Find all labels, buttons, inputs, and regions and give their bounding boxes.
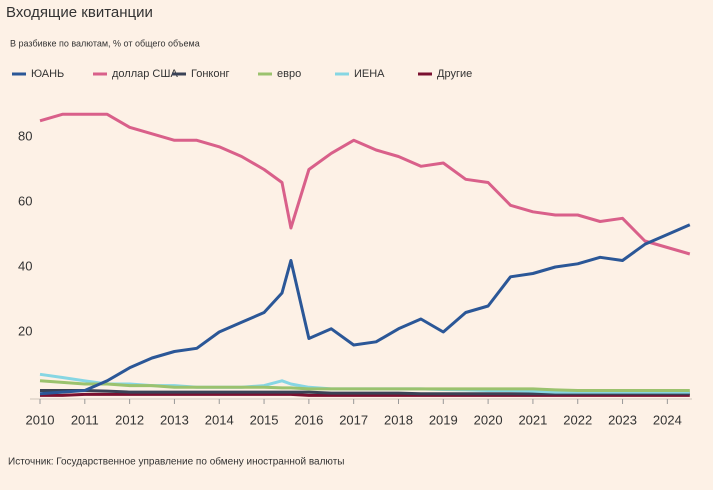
x-tick-label: 2016 [294,412,323,427]
x-tick-label: 2018 [384,412,413,427]
x-tick-label: 2017 [339,412,368,427]
chart-subtitle: В разбивке по валютам, % от общего объем… [10,38,200,48]
x-tick-label: 2015 [250,412,279,427]
x-tick-label: 2020 [474,412,503,427]
x-tick-label: 2021 [518,412,547,427]
legend-label: Другие [437,68,472,80]
series-line [39,112,691,256]
y-tick-label: 20 [18,323,32,338]
x-tick-label: 2010 [26,412,55,427]
source: Источник: Государственное управление по … [8,456,344,468]
legend-label: ЮАНЬ [31,68,64,80]
x-tick-label: 2014 [205,412,234,427]
x-tick-label: 2024 [653,412,682,427]
x-tick-label: 2013 [160,412,189,427]
chart-title: Входящие квитанции [6,4,153,21]
y-tick-label: 80 [18,128,32,143]
x-tick-label: 2019 [429,412,458,427]
series-line [39,379,690,392]
legend-label: евро [277,68,301,80]
y-tick-label: 60 [18,193,32,208]
x-tick-label: 2011 [71,412,99,427]
legend-label: Гонконг [191,68,230,80]
x-tick-label: 2023 [608,412,637,427]
legend-label: доллар США [112,68,178,80]
legend-label: ИЕНА [354,68,385,80]
series-line [39,223,691,396]
x-tick-label: 2012 [115,412,144,427]
y-tick-label: 40 [18,258,32,273]
series-line [40,392,690,397]
series-line [40,389,690,396]
x-tick-label: 2022 [563,412,592,427]
